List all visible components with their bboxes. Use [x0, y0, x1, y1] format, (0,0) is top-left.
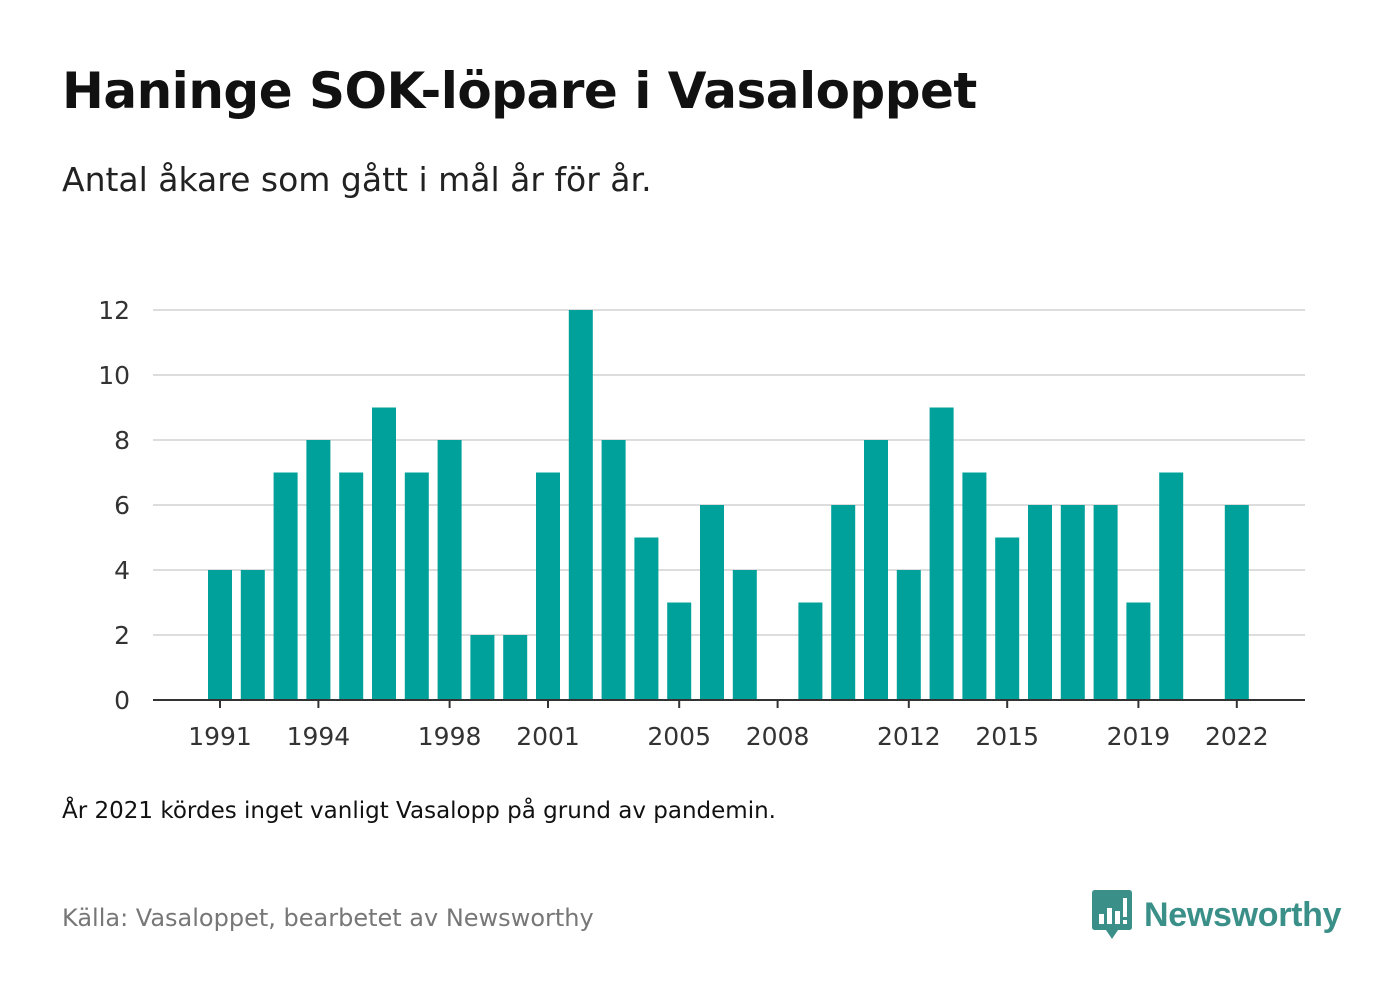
x-tick-label: 2005	[647, 722, 711, 751]
bar-2013	[929, 407, 954, 700]
x-tick-label: 2001	[516, 722, 580, 751]
x-tick-label: 2015	[975, 722, 1039, 751]
y-tick-label: 0	[114, 686, 130, 715]
chart-subtitle: Antal åkare som gått i mål år för år.	[62, 160, 652, 199]
y-tick-label: 4	[114, 556, 130, 585]
bar-2022	[1224, 505, 1249, 700]
x-axis-ticks: 1991 1994 1998 2001 2005 2008 2012 2015 2019 2022	[188, 700, 1269, 751]
y-tick-label: 12	[98, 296, 130, 325]
bar-2020	[1159, 472, 1184, 700]
bar-chart: 0 2 4 6 8 10 12 1991 1994 1998 2001 2005 2008 2012 20…	[98, 296, 1305, 751]
bar-2005	[667, 602, 692, 700]
bar-2002	[568, 310, 593, 700]
bar-1997	[404, 472, 429, 700]
newsworthy-logo-icon	[1092, 890, 1132, 939]
bar-1999	[470, 635, 495, 700]
bar-2006	[700, 505, 724, 700]
brand-name: Newsworthy	[1144, 895, 1342, 934]
bar-2007	[732, 570, 757, 700]
bar-1995	[339, 472, 364, 700]
bar-2004	[634, 537, 659, 700]
bar-1993	[273, 472, 298, 700]
bar-2001	[536, 472, 560, 700]
bar-2017	[1060, 505, 1085, 700]
x-tick-label: 2022	[1205, 722, 1269, 751]
bar-1996	[372, 407, 396, 700]
bar-1994	[306, 440, 331, 700]
x-tick-label: 2012	[877, 722, 941, 751]
newsworthy-brand: Newsworthy	[1092, 890, 1342, 940]
y-tick-label: 2	[114, 621, 130, 650]
bars	[208, 310, 1249, 700]
bar-2000	[503, 635, 528, 700]
x-tick-label: 2008	[746, 722, 810, 751]
bar-2012	[896, 570, 921, 700]
bar-2014	[962, 472, 987, 700]
bar-2016	[1028, 505, 1052, 700]
bar-2018	[1093, 505, 1118, 700]
bar-2009	[798, 602, 823, 700]
chart-title: Haninge SOK-löpare i Vasaloppet	[62, 62, 977, 120]
y-axis-ticks: 0 2 4 6 8 10 12	[98, 296, 130, 715]
x-tick-label: 2019	[1107, 722, 1171, 751]
y-tick-label: 6	[114, 491, 130, 520]
y-tick-label: 8	[114, 426, 130, 455]
bar-2011	[864, 440, 888, 700]
bar-1991	[208, 570, 232, 700]
bar-2019	[1126, 602, 1151, 700]
x-tick-label: 1994	[287, 722, 351, 751]
y-tick-label: 10	[98, 361, 130, 390]
x-tick-label: 1991	[188, 722, 252, 751]
bar-2010	[831, 505, 856, 700]
bar-1992	[240, 570, 265, 700]
footnote: År 2021 kördes inget vanligt Vasalopp på…	[62, 798, 776, 824]
bar-1998	[437, 440, 462, 700]
bar-2003	[601, 440, 626, 700]
bar-2015	[995, 537, 1020, 700]
source-credit: Källa: Vasaloppet, bearbetet av Newswort…	[62, 904, 594, 932]
x-tick-label: 1998	[418, 722, 482, 751]
